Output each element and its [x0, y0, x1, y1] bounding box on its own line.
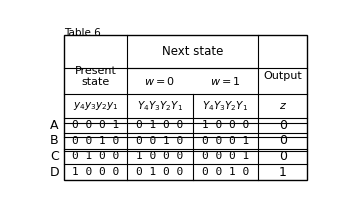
Bar [64, 35, 307, 180]
Text: 0 1 0 0: 0 1 0 0 [72, 152, 119, 161]
Text: 1 0 0 0: 1 0 0 0 [136, 152, 183, 161]
Text: 0: 0 [279, 119, 287, 132]
Text: C: C [50, 150, 59, 163]
Text: 0: 0 [279, 134, 287, 147]
Text: $Y_4Y_3Y_2Y_1$: $Y_4Y_3Y_2Y_1$ [202, 99, 249, 113]
Text: B: B [50, 134, 59, 147]
Text: 0 0 0 1: 0 0 0 1 [72, 120, 119, 130]
Text: 0 0 1 0: 0 0 1 0 [72, 136, 119, 146]
Text: $y_4y_3y_2y_1$: $y_4y_3y_2y_1$ [73, 100, 119, 112]
Text: 0 1 0 0: 0 1 0 0 [136, 120, 183, 130]
Text: 0 0 1 0: 0 0 1 0 [202, 167, 249, 177]
Text: Output: Output [263, 71, 302, 81]
Text: Next state: Next state [162, 45, 224, 58]
Text: $w = 0$: $w = 0$ [144, 75, 176, 87]
Text: 0 1 0 0: 0 1 0 0 [136, 167, 183, 177]
Text: Present
state: Present state [75, 65, 117, 87]
Text: 0 0 0 1: 0 0 0 1 [202, 136, 249, 146]
Text: 1 0 0 0: 1 0 0 0 [202, 120, 249, 130]
Text: A: A [50, 119, 59, 132]
Text: D: D [50, 165, 59, 179]
Text: 0 0 1 0: 0 0 1 0 [136, 136, 183, 146]
Text: $z$: $z$ [279, 101, 287, 111]
Text: Table 6.: Table 6. [64, 28, 105, 38]
Text: 0: 0 [279, 150, 287, 163]
Text: 1 0 0 0: 1 0 0 0 [72, 167, 119, 177]
Text: 1: 1 [279, 165, 287, 179]
Text: $Y_4Y_3Y_2Y_1$: $Y_4Y_3Y_2Y_1$ [137, 99, 183, 113]
Text: $w = 1$: $w = 1$ [210, 75, 241, 87]
Text: 0 0 0 1: 0 0 0 1 [202, 152, 249, 161]
